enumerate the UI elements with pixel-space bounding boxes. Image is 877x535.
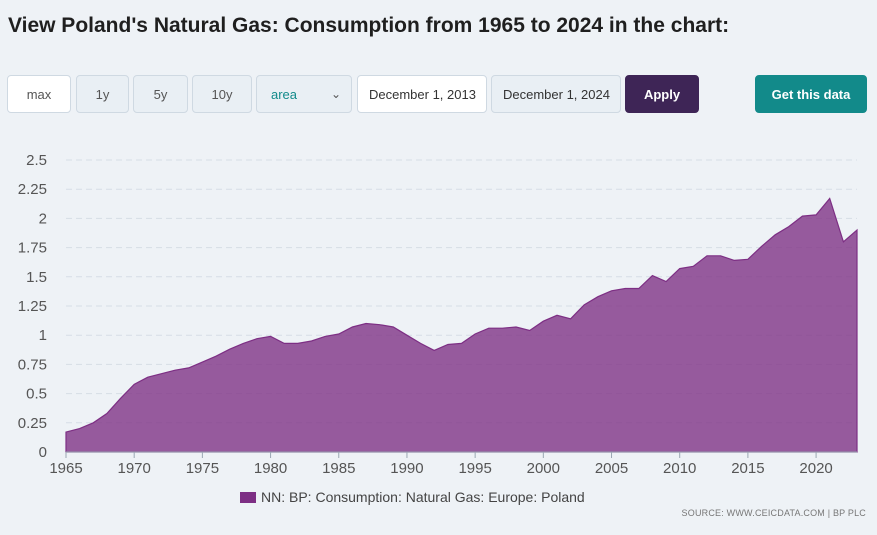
x-tick-label: 1975: [186, 460, 219, 477]
y-tick-label: 1.5: [26, 269, 47, 286]
legend-swatch: [240, 491, 256, 503]
range-max-button[interactable]: max: [7, 75, 71, 113]
get-this-data-button[interactable]: Get this data: [755, 75, 867, 113]
page-title: View Poland's Natural Gas: Consumption f…: [8, 14, 730, 37]
chart-type-select[interactable]: area ⌄: [256, 75, 352, 113]
x-tick-label: 1985: [322, 460, 355, 477]
legend-label: NN: BP: Consumption: Natural Gas: Europe…: [261, 489, 585, 505]
y-tick-label: 2.5: [26, 152, 47, 169]
x-axis: 1965 1970 1975 1980 1985 1990 1995 2000 2005 2010…: [49, 451, 857, 477]
date-to-input[interactable]: December 1, 2024: [491, 75, 621, 113]
y-tick-label: 0: [39, 444, 47, 461]
source-note: SOURCE: WWW.CEICDATA.COM | BP PLC: [681, 508, 866, 518]
y-tick-label: 0.25: [18, 415, 47, 432]
chevron-down-icon: ⌄: [330, 87, 341, 101]
x-tick-label: 1990: [390, 460, 423, 477]
y-tick-label: 0.75: [18, 356, 47, 373]
chart-type-value: area: [271, 86, 298, 102]
y-tick-label: 2.25: [18, 181, 47, 198]
x-tick-label: 1970: [118, 460, 151, 477]
chart-area-group: [65, 197, 858, 453]
x-tick-label: 2005: [595, 460, 628, 477]
y-tick-label: 1.75: [18, 240, 47, 257]
y-tick-label: 1.25: [18, 298, 47, 315]
y-tick-label: 0.5: [26, 386, 47, 403]
y-axis: 0 0.25 0.5 0.75 1 1.25 1.5 1.75 2 2.25 2.5: [18, 152, 47, 461]
apply-button[interactable]: Apply: [625, 75, 699, 113]
range-10y-button[interactable]: 10y: [192, 75, 252, 113]
y-tick-label: 1: [39, 327, 47, 344]
chart-legend: NN: BP: Consumption: Natural Gas: Europe…: [240, 489, 585, 505]
x-tick-label: 1980: [254, 460, 287, 477]
x-tick-label: 1965: [49, 460, 82, 477]
x-tick-label: 2010: [663, 460, 696, 477]
range-1y-button[interactable]: 1y: [76, 75, 129, 113]
x-tick-label: 2015: [731, 460, 764, 477]
date-from-input[interactable]: December 1, 2013: [357, 75, 487, 113]
x-tick-label: 2020: [799, 460, 832, 477]
x-tick-label: 2000: [527, 460, 560, 477]
area-series-poland: [65, 197, 858, 453]
y-tick-label: 2: [39, 210, 47, 227]
range-5y-button[interactable]: 5y: [133, 75, 188, 113]
x-tick-label: 1995: [458, 460, 491, 477]
